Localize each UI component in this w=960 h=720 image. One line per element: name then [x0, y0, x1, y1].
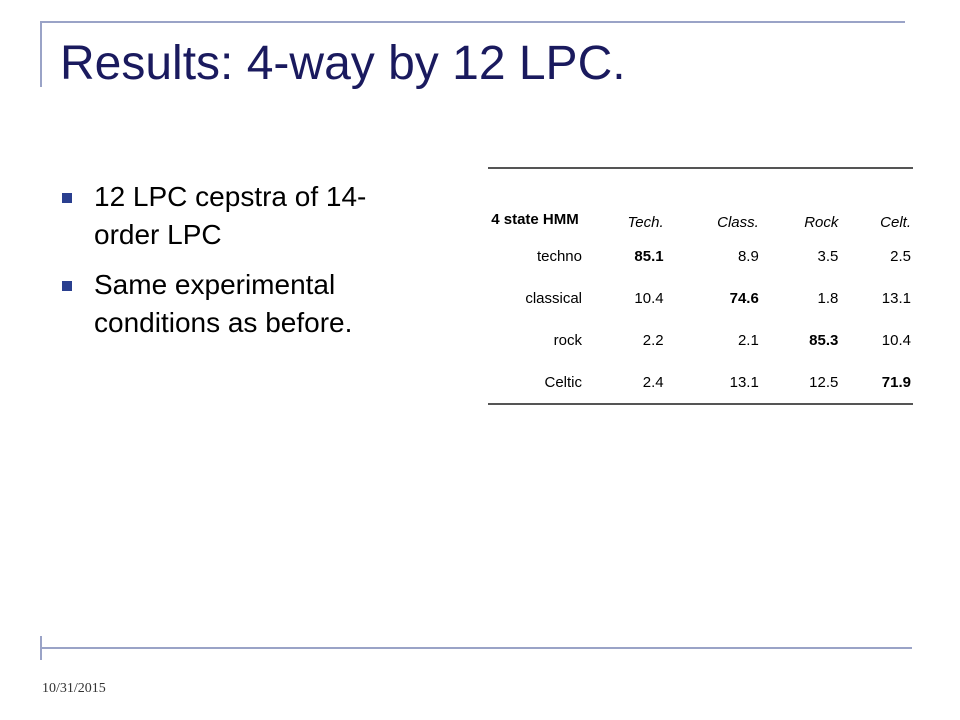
table-cell: 85.3	[809, 331, 839, 349]
column-header: Class.	[717, 214, 759, 231]
row-label: classical	[525, 289, 582, 307]
table-cell: 13.1	[729, 373, 759, 391]
corner-header: 4 state HMM	[491, 211, 579, 228]
bottom-rule	[40, 647, 912, 649]
table-cell: 13.1	[881, 289, 911, 307]
table-cell: 10.4	[881, 331, 911, 349]
row-label: techno	[536, 247, 582, 265]
table-cell: 2.4	[642, 373, 664, 391]
table-row: rock 2.2 2.1 85.3 10.4	[488, 319, 913, 361]
footer-date: 10/31/2015	[42, 681, 106, 696]
table-cell: 3.5	[817, 247, 839, 265]
table-cell: 12.5	[809, 373, 839, 391]
table-cell: 85.1	[634, 247, 664, 265]
table-head: 4 state HMM Tech. Class. Rock Celt.	[488, 168, 913, 235]
row-label: rock	[553, 331, 582, 349]
table-cell: 10.4	[634, 289, 664, 307]
table-cell: 2.2	[642, 331, 664, 349]
top-rule	[40, 21, 905, 23]
table-body: techno 85.1 8.9 3.5 2.5 classical 10.4 74.6 1.8 1…	[488, 235, 913, 404]
column-header: Rock	[804, 214, 839, 231]
table-row: classical 10.4 74.6 1.8 13.1	[488, 277, 913, 319]
table-cell: 8.9	[737, 247, 759, 265]
row-label: Celtic	[544, 373, 582, 391]
table-cell: 2.5	[890, 247, 911, 265]
table-cell: 1.8	[817, 289, 839, 307]
results-table: 4 state HMM Tech. Class. Rock Celt. techno 85…	[488, 167, 913, 405]
table-cell: 2.1	[737, 331, 759, 349]
table-cell: 71.9	[881, 373, 911, 391]
table-row: techno 85.1 8.9 3.5 2.5	[488, 235, 913, 277]
table-row: Celtic 2.4 13.1 12.5 71.9	[488, 361, 913, 404]
bottom-left-rule	[40, 636, 42, 660]
column-header: Tech.	[627, 214, 664, 231]
table-cell: 74.6	[729, 289, 759, 307]
left-rule	[40, 21, 42, 87]
header-row: 4 state HMM Tech. Class. Rock Celt.	[488, 168, 913, 235]
column-header: Celt.	[880, 214, 911, 231]
slide-title: Results: 4-way by 12 LPC.	[60, 37, 626, 90]
bullet-item: 12 LPC cepstra of 14-order LPC	[60, 178, 410, 254]
bullet-list: 12 LPC cepstra of 14-order LPC Same exper…	[60, 178, 410, 354]
bullet-item: Same experimental conditions as before.	[60, 266, 410, 342]
